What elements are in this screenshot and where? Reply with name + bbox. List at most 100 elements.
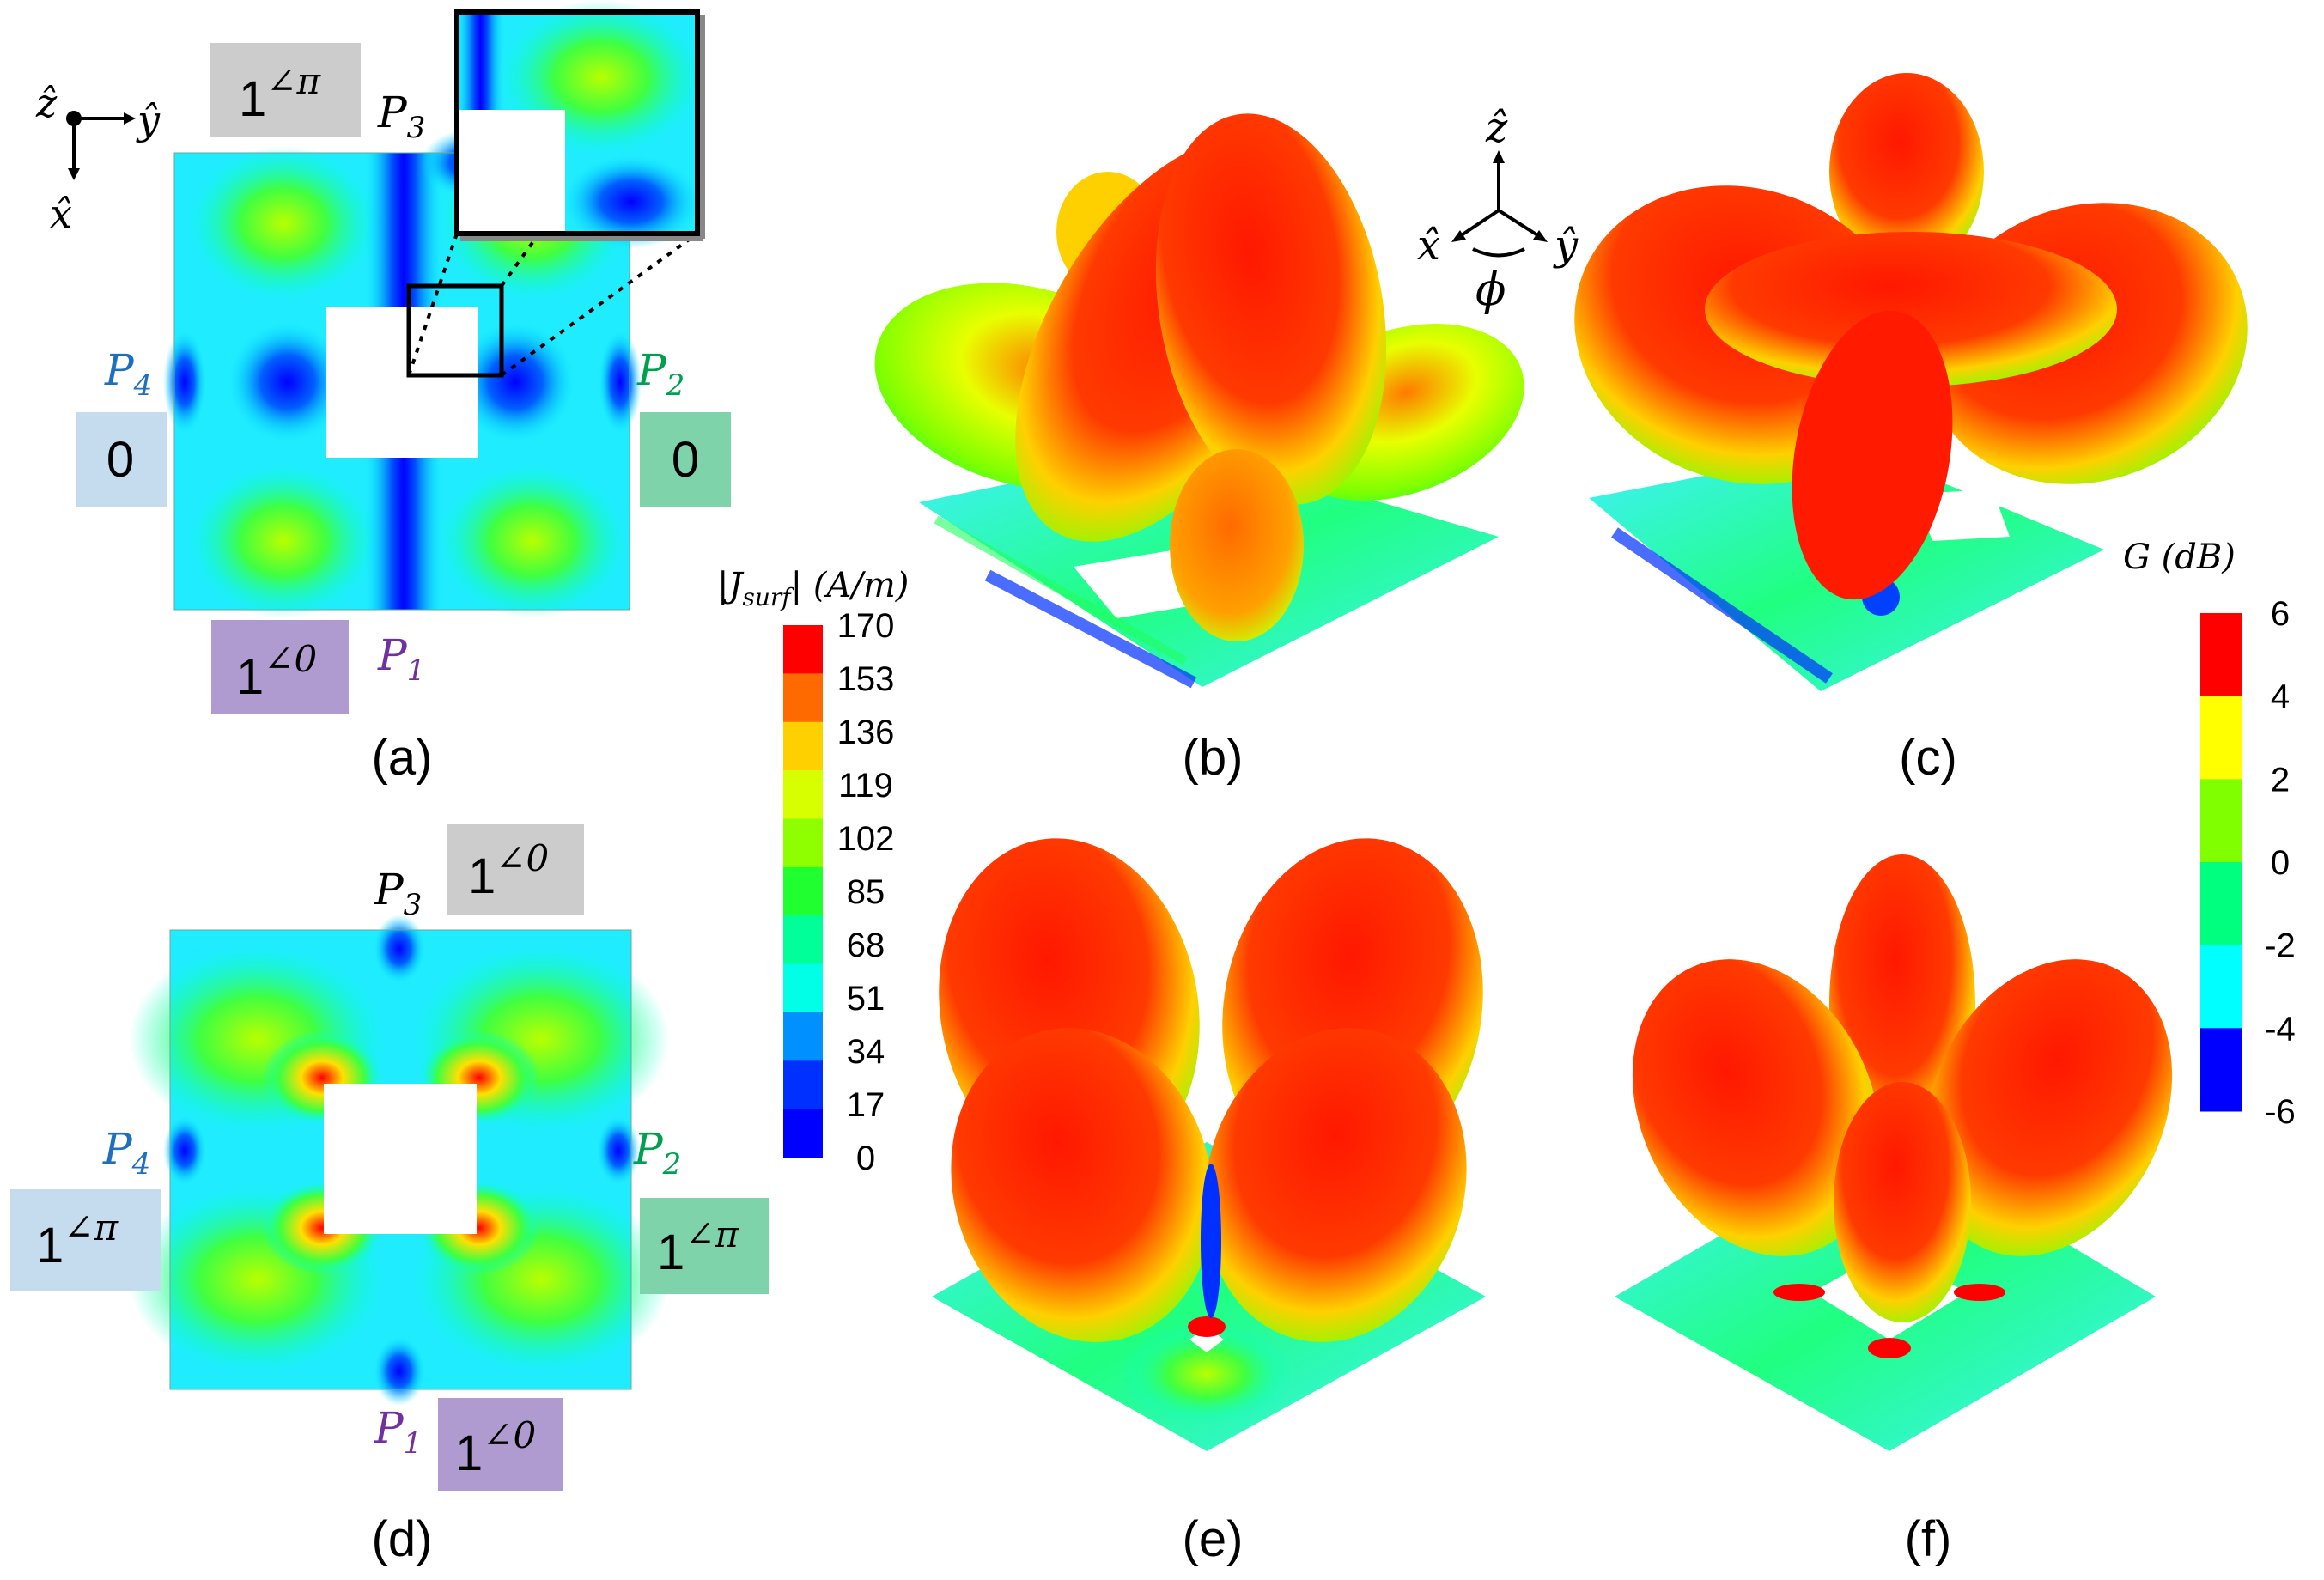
port-p1-a: 1∠0 P1	[211, 620, 425, 714]
svg-text:P3: P3	[374, 865, 422, 922]
port-p4-value: 1	[36, 1218, 64, 1273]
slot	[326, 307, 478, 458]
panel-f: (f)	[1615, 854, 2173, 1567]
colorbar-current-tick-label: 153	[837, 660, 895, 698]
colorbar-current-cell	[783, 866, 823, 916]
port-p2-a: P2 0	[636, 345, 731, 507]
port-p3-value: 1	[468, 848, 496, 904]
port-p1-label: P	[374, 1403, 405, 1453]
svg-text:P4: P4	[104, 345, 152, 403]
colorbar-current-cell	[783, 963, 823, 1013]
y-axis-label: ŷ	[1553, 222, 1579, 270]
port-p1-label: P	[377, 630, 408, 680]
y-axis-label: ŷ	[136, 97, 161, 143]
colorbar-current-tick-label: 68	[847, 927, 885, 964]
axis-triad-a: ẑ ŷ x̂	[35, 80, 161, 237]
zoom-box	[406, 283, 504, 378]
colorbar-current-tick-label: 17	[847, 1086, 885, 1124]
current-map-d	[129, 915, 670, 1406]
colorbar-gain-tick-label: 2	[2271, 761, 2290, 799]
colorbar-gain-cell	[2200, 696, 2242, 780]
colorbar-gain-tick-label: -4	[2265, 1010, 2296, 1048]
svg-text:P4: P4	[102, 1124, 150, 1182]
panel-e: (e)	[932, 838, 1486, 1567]
colorbar-gain-title: G (dB)	[2123, 538, 2236, 577]
panel-a: ẑ ŷ x̂	[35, 0, 731, 786]
port-p2-label: P	[633, 1124, 664, 1174]
port-p4-a: P4 0	[76, 345, 167, 507]
panel-label-e: (e)	[1183, 1511, 1244, 1567]
svg-text:P2: P2	[636, 345, 684, 403]
panel-label-d: (d)	[372, 1511, 433, 1567]
colorbar-current-cell	[783, 818, 823, 868]
port-p3-value: 1	[239, 71, 266, 127]
port-p1-value-box	[211, 620, 349, 714]
radiation-pattern-b	[874, 113, 1524, 641]
z-axis-label: ẑ	[35, 80, 58, 126]
panel-label-b: (b)	[1183, 730, 1244, 786]
panel-label-c: (c)	[1899, 730, 1957, 786]
port-p3-phase: ∠π	[266, 60, 321, 102]
port-p1-d: P1 1∠0	[374, 1398, 563, 1491]
colorbar-gain-cell	[2200, 613, 2242, 697]
colorbar-current-tick-label: 85	[847, 873, 885, 911]
colorbar-current-cell	[783, 721, 823, 771]
colorbar-gain-cell	[2200, 945, 2242, 1029]
radiation-pattern-e	[939, 838, 1483, 1342]
z-axis-label: ẑ	[1485, 104, 1508, 152]
colorbar-current-tick-label: 102	[837, 820, 895, 858]
port-p1-phase: ∠0	[264, 638, 317, 680]
svg-text:1∠π: 1∠π	[239, 60, 321, 127]
colorbar-gain-cell	[2200, 779, 2242, 863]
svg-text:P1: P1	[374, 1403, 422, 1461]
colorbar-current-tick-label: 136	[837, 714, 895, 751]
colorbar-current-tick-label: 0	[856, 1139, 875, 1177]
svg-text:P1: P1	[377, 630, 425, 688]
port-p3-a: 1∠π P3	[210, 43, 425, 145]
port-p2-value: 0	[672, 432, 699, 488]
colorbar-gain-tick-label: 6	[2271, 595, 2290, 633]
radiation-pattern-c	[1574, 73, 2248, 600]
svg-text:1∠0: 1∠0	[468, 837, 549, 904]
svg-text:P3: P3	[377, 88, 425, 145]
phi-label: ϕ	[1475, 264, 1506, 316]
current-map-a	[163, 10, 699, 618]
port-p2-d: P2 1∠π	[633, 1124, 769, 1294]
port-p2-value-box	[640, 412, 731, 507]
svg-text:1∠π: 1∠π	[657, 1213, 739, 1280]
panel-label-f: (f)	[1905, 1511, 1952, 1567]
port-p3-d: P3 1∠0	[374, 824, 584, 922]
colorbar-current-cell	[783, 915, 823, 965]
x-axis-label: x̂	[50, 191, 72, 237]
colorbar-gain: G (dB) 6 4 2 0 -2 -4 -6	[2123, 538, 2296, 1131]
zoom-inset	[454, 0, 705, 249]
port-p4-label: P	[104, 345, 135, 395]
colorbar-current-cell	[783, 625, 823, 674]
port-p3-label: P	[377, 88, 408, 137]
port-p4-value: 0	[106, 432, 134, 488]
colorbar-gain-tick-label: 4	[2271, 678, 2290, 716]
svg-text:1∠0: 1∠0	[236, 638, 317, 705]
colorbar-gain-cell	[2200, 862, 2242, 946]
svg-text:1∠π: 1∠π	[36, 1206, 119, 1273]
colorbar-gain-tick-label: 0	[2271, 844, 2290, 882]
colorbar-gain-tick-label: -2	[2265, 927, 2296, 965]
port-p3-value-box	[210, 43, 361, 137]
port-p2-value: 1	[657, 1224, 684, 1280]
port-p4-label: P	[102, 1124, 133, 1174]
panel-label-a: (a)	[372, 730, 433, 786]
colorbar-current-cell	[783, 1012, 823, 1061]
port-p3-label: P	[374, 865, 405, 915]
port-p2-label: P	[636, 345, 667, 395]
panel-b: (b)	[874, 113, 1524, 786]
colorbar-gain-cell	[2200, 1028, 2242, 1112]
port-p1-value: 1	[455, 1425, 483, 1481]
colorbar-current-cell	[783, 770, 823, 819]
colorbar-current-tick-label: 34	[847, 1033, 885, 1071]
port-p4-d: P4 1∠π	[10, 1124, 161, 1291]
colorbar-gain-tick-label: -6	[2265, 1093, 2296, 1131]
colorbar-current-tick-label: 119	[838, 767, 893, 805]
colorbar-current-tick-label: 51	[847, 980, 885, 1018]
